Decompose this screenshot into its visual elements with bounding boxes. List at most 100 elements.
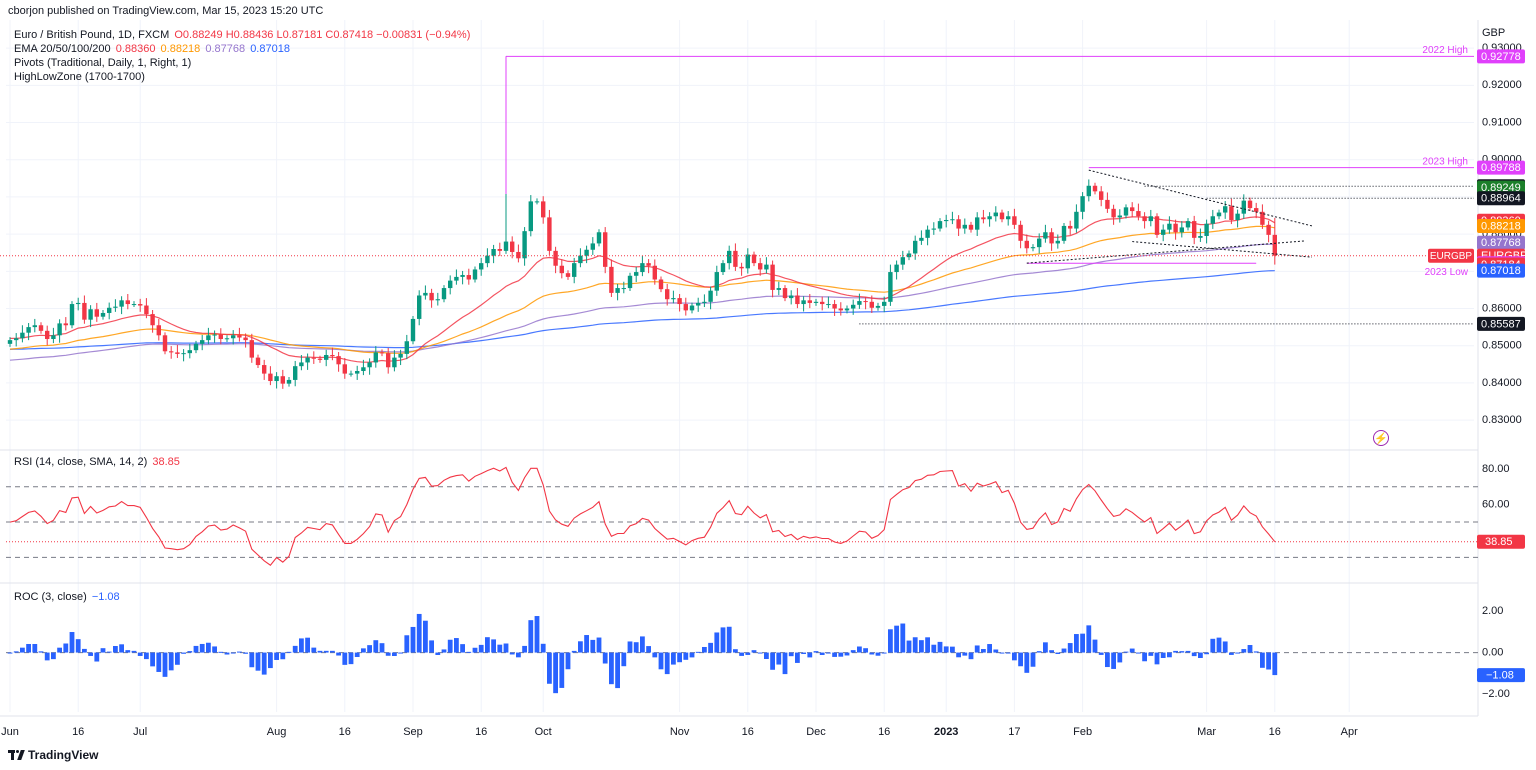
candle-down — [255, 357, 261, 366]
roc-bar — [398, 652, 403, 654]
candle-up — [801, 300, 806, 305]
lightning-icon[interactable]: ⚡ — [1373, 430, 1389, 446]
date-tick-label: 16 — [475, 726, 487, 738]
candle-up — [708, 290, 713, 302]
roc-bar — [268, 652, 273, 669]
candle-up — [51, 335, 56, 340]
roc-bar — [491, 639, 496, 653]
candle-up — [1235, 213, 1240, 220]
roc-bar — [299, 638, 304, 653]
candle-down — [82, 302, 87, 320]
price-badge-bg — [1477, 219, 1525, 234]
roc-bar — [441, 649, 447, 653]
candle-up — [200, 340, 205, 344]
candle-down — [739, 266, 744, 269]
rsi-badge-bg — [1477, 534, 1525, 549]
candle-up — [348, 373, 354, 375]
legend-ema-label: EMA 20/50/100/200 — [14, 43, 111, 55]
roc-bar — [404, 635, 410, 653]
candle-down — [751, 254, 757, 264]
roc-bar — [869, 652, 875, 655]
candle-up — [373, 352, 378, 363]
candle-up — [634, 272, 639, 276]
roc-bar — [1260, 652, 1265, 668]
roc-bar — [423, 620, 428, 653]
legend-symbol-row: Euro / British Pound, 1D, FXCM O0.88249 … — [14, 28, 472, 42]
roc-bar — [292, 645, 298, 653]
candle-up — [1241, 200, 1246, 214]
tradingview-logo[interactable]: TradingView — [8, 748, 98, 762]
candle-down — [317, 358, 323, 360]
roc-bar — [528, 620, 534, 653]
price-tick-label: 0.84000 — [1482, 377, 1522, 389]
candle-up — [454, 276, 459, 281]
roc-bar — [26, 643, 31, 653]
roc-bar — [1198, 652, 1203, 659]
candle-up — [745, 254, 750, 269]
roc-bar — [181, 652, 186, 654]
price-badge-4: 0.88964 — [1481, 193, 1521, 205]
roc-bar — [1235, 652, 1240, 654]
roc-bar — [385, 652, 391, 656]
roc-bar — [416, 613, 422, 653]
roc-bar — [547, 652, 552, 684]
roc-tick-label: −2.00 — [1482, 688, 1510, 700]
roc-badge-bg — [1477, 668, 1525, 683]
candle-down — [658, 279, 664, 290]
candle-up — [826, 304, 831, 306]
candle-up — [206, 335, 211, 341]
roc-bar — [925, 637, 930, 653]
candle-down — [565, 273, 571, 277]
candle-up — [913, 240, 918, 254]
roc-bar — [32, 643, 38, 653]
candle-up — [1210, 216, 1215, 224]
date-tick-label: Oct — [535, 726, 552, 738]
roc-bar — [745, 652, 751, 655]
roc-bar — [472, 647, 478, 653]
date-tick-label: 16 — [1269, 726, 1281, 738]
roc-badge-text: −1.08 — [1486, 669, 1514, 681]
roc-bar — [336, 652, 341, 656]
legend-ema200: 0.87018 — [250, 43, 290, 55]
symbol-badge-bg — [1428, 248, 1474, 263]
candle-down — [94, 309, 99, 317]
candle-up — [417, 295, 422, 319]
tradingview-mark-icon — [8, 750, 25, 760]
candle-down — [330, 355, 335, 357]
candle-down — [144, 305, 149, 315]
roc-bar — [875, 652, 881, 656]
roc-bar — [1272, 652, 1278, 676]
candle-up — [894, 264, 899, 273]
roc-bar — [274, 652, 279, 660]
roc-bar — [962, 652, 968, 656]
candle-down — [169, 351, 174, 353]
legend-symbol: Euro / British Pound, 1D, FXCM — [14, 29, 170, 41]
candle-up — [888, 272, 893, 302]
candle-up — [534, 201, 540, 203]
candle-down — [795, 295, 800, 305]
roc-bar — [894, 625, 899, 653]
candle-down — [342, 364, 347, 374]
candle-up — [26, 327, 31, 333]
roc-bar — [1222, 641, 1228, 653]
candle-down — [280, 376, 285, 384]
roc-bar — [323, 650, 329, 653]
symbol-badge-text: EURGBP — [1430, 251, 1473, 262]
roc-bar — [627, 641, 633, 653]
price-tick-label: 0.83000 — [1482, 414, 1522, 426]
candle-up — [937, 221, 943, 229]
candle-up — [305, 357, 310, 363]
roc-bar — [912, 637, 918, 653]
candle-down — [510, 241, 515, 252]
roc-bar — [559, 652, 565, 688]
roc-bar — [733, 649, 738, 653]
roc-bar — [795, 652, 800, 663]
roc-bar — [900, 623, 906, 653]
roc-bar — [44, 652, 50, 661]
roc-bar — [330, 650, 335, 653]
roc-bar — [1253, 651, 1259, 653]
roc-bar — [819, 652, 825, 655]
legend-roc-row: ROC (3, close) −1.08 — [14, 590, 122, 604]
candle-up — [572, 263, 577, 277]
